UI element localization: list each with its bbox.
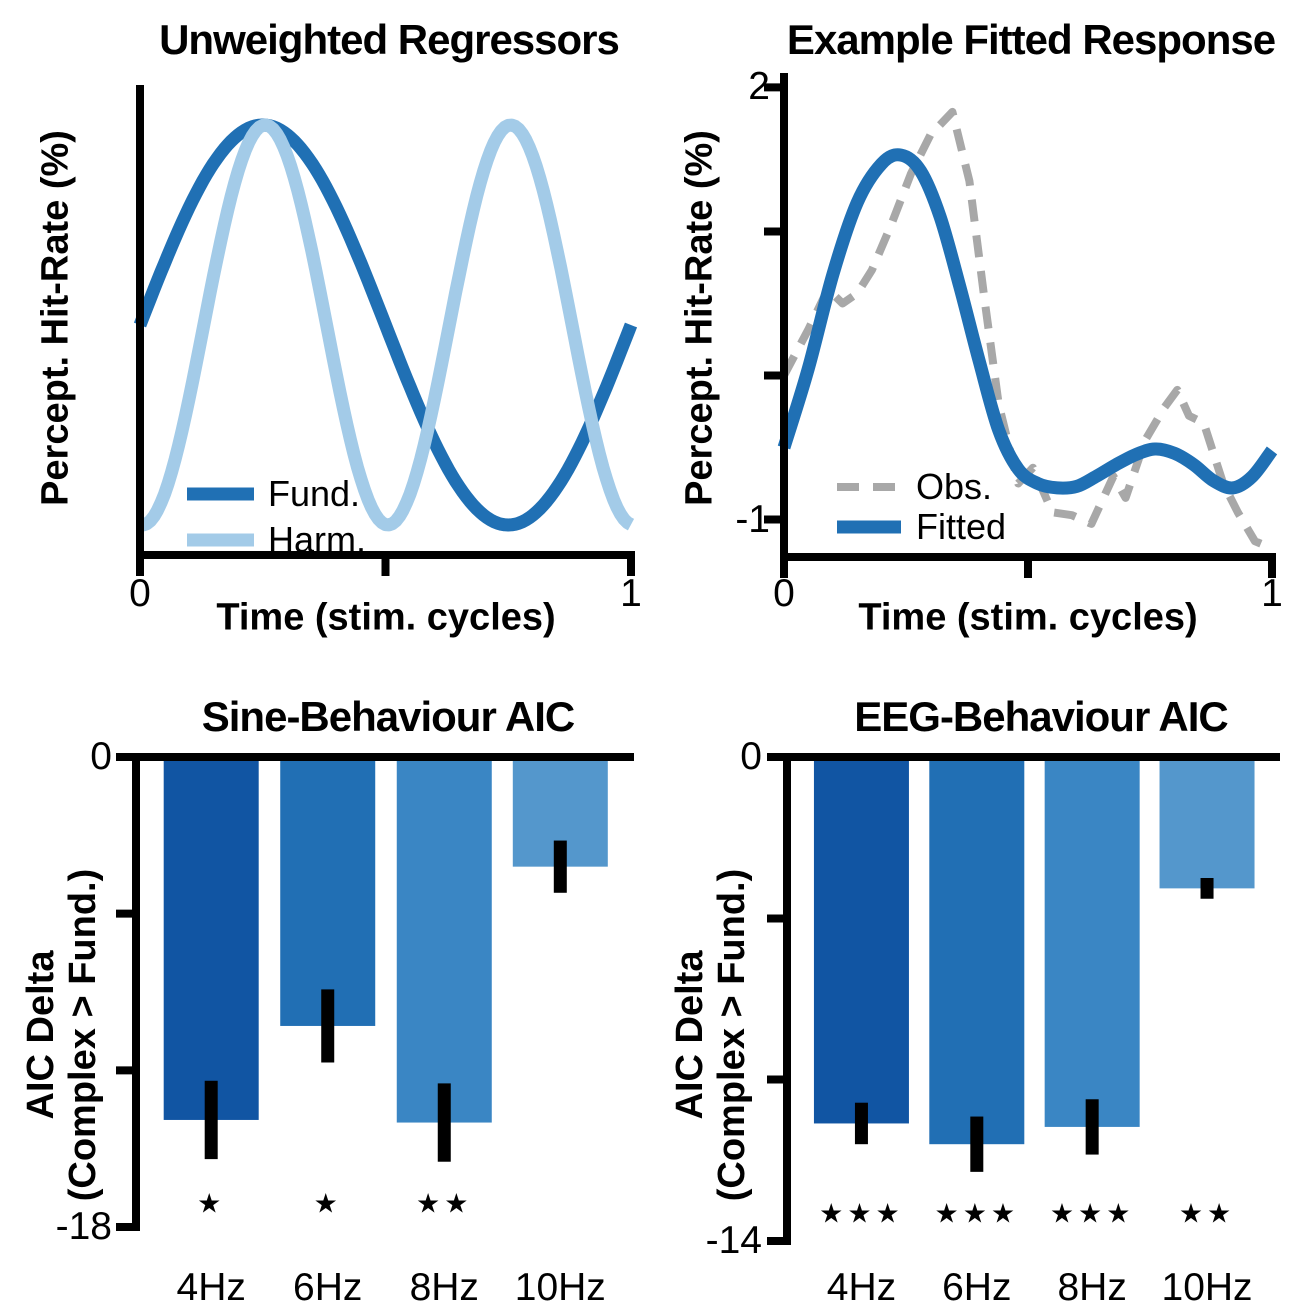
bar-category-label: 6Hz xyxy=(942,1266,1012,1306)
y-tick-label: 0 xyxy=(90,735,112,778)
y-tick-label: 0 xyxy=(740,735,762,778)
y-tick-label: -1 xyxy=(735,497,770,541)
bar-category-label: 8Hz xyxy=(409,1266,479,1306)
fitted-curve xyxy=(777,148,1278,495)
error-bar-10hz xyxy=(1200,878,1214,899)
panel-title-eeg-behaviour-aic: EEG-Behaviour AIC xyxy=(854,693,1229,740)
error-bar-6hz xyxy=(321,989,335,1063)
significance-stars: ★★★ xyxy=(934,1198,1020,1230)
bar-category-label: 8Hz xyxy=(1057,1266,1127,1306)
bar-8hz xyxy=(1044,757,1140,1127)
bar-10hz xyxy=(1159,757,1255,889)
x-tick-label: 1 xyxy=(620,572,642,615)
bar-4hz xyxy=(163,757,259,1120)
significance-stars: ★★ xyxy=(416,1188,473,1220)
legend-label-fitted: Fitted xyxy=(916,506,1007,547)
panel-title-example-fitted-response: Example Fitted Response xyxy=(786,16,1276,63)
bar-4hz xyxy=(813,757,909,1124)
x-tick-label: 0 xyxy=(773,572,795,615)
legend-label-fund: Fund. xyxy=(268,473,361,514)
bar-category-label: 4Hz xyxy=(826,1266,897,1306)
bar-6hz xyxy=(929,757,1025,1145)
y-axis-label-line2: (Complex > Fund.) xyxy=(62,868,104,1202)
y-axis-label-aic-delta-left: AIC Delta (Complex > Fund.) xyxy=(20,868,105,1202)
error-bar-4hz xyxy=(204,1080,218,1160)
error-bar-10hz xyxy=(553,840,567,893)
error-bar-8hz xyxy=(1085,1099,1099,1155)
y-tick-label: -18 xyxy=(55,1205,112,1248)
y-tick-label: 2 xyxy=(748,65,770,109)
y-axis-label-line1: AIC Delta xyxy=(669,950,712,1120)
y-axis-label-line2: (Complex > Fund.) xyxy=(711,868,753,1202)
error-bar-4hz xyxy=(854,1102,868,1145)
x-axis-label-left: Time (stim. cycles) xyxy=(216,596,556,639)
bar-6hz xyxy=(280,757,376,1026)
fund-curve xyxy=(133,118,638,532)
x-axis-label-right: Time (stim. cycles) xyxy=(858,596,1198,639)
y-axis-label-aic-delta-right: AIC Delta (Complex > Fund.) xyxy=(669,868,754,1202)
obs-curve xyxy=(780,107,1274,553)
bar-category-label: 10Hz xyxy=(1161,1266,1253,1306)
bar-category-label: 6Hz xyxy=(293,1266,363,1306)
bar-8hz xyxy=(396,757,492,1123)
x-tick-label: 0 xyxy=(129,572,151,615)
x-tick-label: 1 xyxy=(1261,572,1283,615)
legend-label-obs: Obs. xyxy=(916,466,993,507)
significance-stars: ★★★ xyxy=(819,1198,904,1230)
error-bar-6hz xyxy=(970,1116,984,1172)
harm-curve xyxy=(137,118,635,532)
y-tick-label: -14 xyxy=(705,1219,762,1262)
y-axis-label-percept-hit-rate-left: Percept. Hit-Rate (%) xyxy=(34,130,77,506)
significance-stars: ★ xyxy=(313,1188,342,1220)
significance-stars: ★★★ xyxy=(1049,1198,1135,1230)
y-axis-label-percept-hit-rate-right: Percept. Hit-Rate (%) xyxy=(678,130,721,506)
legend-label-harm: Harm. xyxy=(268,519,366,560)
bar-category-label: 10Hz xyxy=(514,1266,606,1306)
significance-stars: ★ xyxy=(197,1188,226,1220)
panel-title-sine-behaviour-aic: Sine-Behaviour AIC xyxy=(201,693,576,740)
significance-stars: ★★ xyxy=(1178,1198,1236,1230)
error-bar-8hz xyxy=(437,1083,451,1162)
bar-category-label: 4Hz xyxy=(176,1266,246,1306)
panel-title-unweighted-regressors: Unweighted Regressors xyxy=(159,16,620,63)
y-axis-label-line1: AIC Delta xyxy=(20,950,63,1120)
